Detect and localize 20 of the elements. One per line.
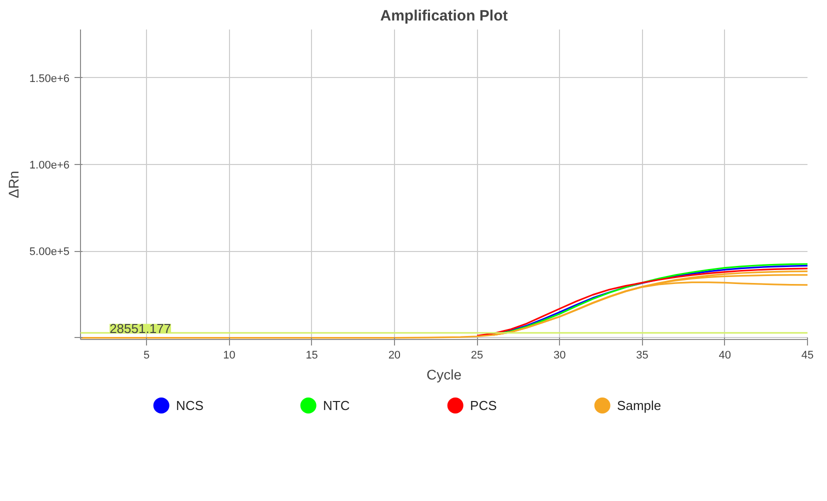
x-tick-label: 40 [718,350,732,362]
x-tick-label: 15 [306,350,318,362]
legend-label: NTC [323,398,350,413]
y-tick-label: 1.00e+6 [29,160,70,172]
legend-label: PCS [470,398,498,413]
x-tick-label: 10 [223,350,236,362]
chart-title: Amplification Plot [380,8,508,24]
y-tick-label: 5.00e+5 [29,246,70,258]
x-axis-title: Cycle [426,366,462,382]
y-tick-label: 1.50e+6 [29,72,70,85]
ref-line-label: 28551.177 [110,320,172,336]
x-tick-label: 30 [554,350,566,362]
x-tick-label: 25 [470,350,484,362]
x-tick-label: 45 [801,350,814,362]
legend-label: NCS [176,398,204,413]
legend-label: Sample [617,398,662,413]
x-tick-label: 5 [144,350,150,362]
x-tick-label: 35 [636,350,648,362]
x-tick-label: 20 [388,350,401,362]
y-axis-title: ΔRn [5,170,22,198]
